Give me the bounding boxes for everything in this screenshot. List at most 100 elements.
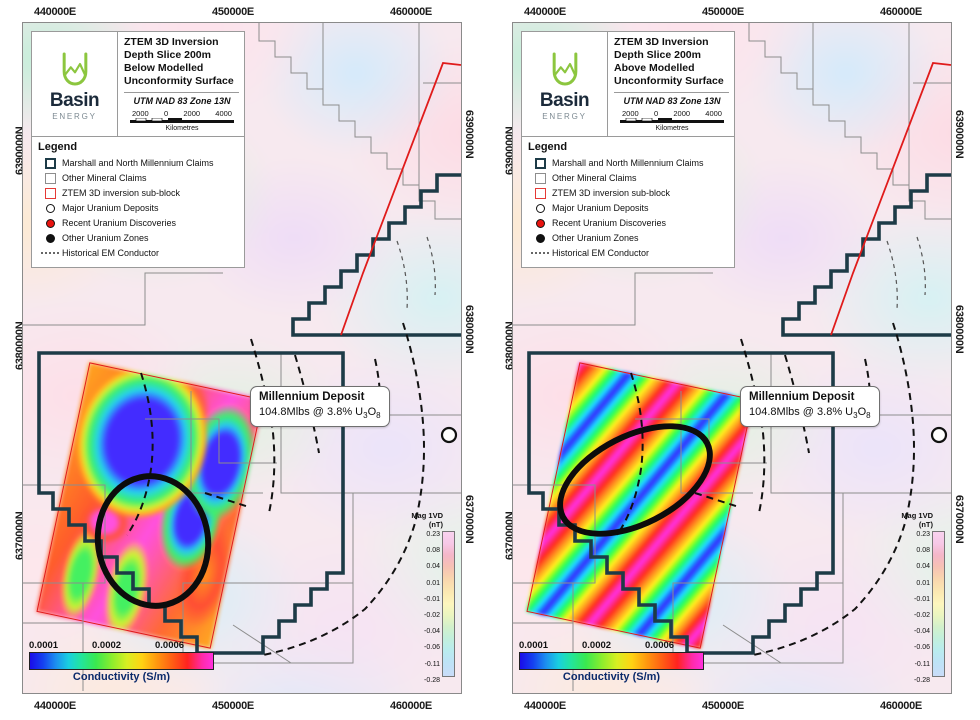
mag-tick-8-r: -0.11 — [914, 660, 930, 668]
brand-name-right: Basin — [539, 89, 590, 111]
legend-item-marshall-claims-right[interactable]: Marshall and North Millennium Claims — [528, 156, 728, 171]
scale-unit-right: Kilometres — [655, 124, 689, 132]
navy-square-outline-icon-right — [528, 157, 552, 169]
mag-tick-2-r: 0.04 — [916, 563, 930, 571]
conductivity-colorbar-label-right: Conductivity (S/m) — [562, 671, 661, 683]
legend-item-marshall-claims[interactable]: Marshall and North Millennium Claims — [38, 156, 238, 171]
mag-tick-0: 0.23 — [426, 531, 440, 538]
datum-label-left: UTM NAD 83 Zone 13N — [133, 95, 231, 106]
legend-heading-left: Legend — [38, 140, 78, 153]
scale-tick-2-r: 0 — [653, 108, 659, 118]
legend-label-1: Other Mineral Claims — [62, 173, 147, 183]
map-canvas-right[interactable]: Basin ENERGY ZTEM 3D Inversion Depth Sli… — [512, 22, 952, 694]
black-filled-circle-icon — [38, 233, 62, 243]
red-square-outline-icon-right — [528, 187, 552, 199]
mag-tick-7-r: -0.06 — [914, 644, 930, 652]
navy-square-outline-icon — [38, 157, 62, 169]
legend-label-4: Recent Uranium Discoveries — [62, 218, 177, 228]
legend-label-6: Historical EM Conductor — [62, 248, 160, 258]
legend-item-other-claims-right[interactable]: Other Mineral Claims — [528, 171, 728, 186]
mag1vd-gradient-strip — [442, 531, 455, 677]
axis-x-label-top-1: 440000E — [34, 6, 76, 18]
mag1vd-colorbar-right: Mag 1VD (nT) 0.23 0.08 0.04 0.01 -0.01 -… — [895, 511, 947, 684]
mag-title-line1-left: Mag 1VD — [411, 511, 443, 520]
callout-title-left: Millennium Deposit — [259, 391, 365, 403]
mag-tick-4-r: -0.01 — [914, 595, 930, 603]
legend-item-subblock-right[interactable]: ZTEM 3D inversion sub-block — [528, 186, 728, 201]
mag-tick-2: 0.04 — [426, 563, 440, 571]
mag-tick-3: 0.01 — [426, 579, 440, 587]
legend-label-2-r: ZTEM 3D inversion sub-block — [552, 188, 671, 198]
scale-unit-left: Kilometres — [165, 124, 199, 132]
major-uranium-deposit-marker — [440, 426, 458, 444]
brand-logo-right: Basin ENERGY — [522, 32, 608, 136]
basin-mountain-logo-icon — [62, 52, 87, 86]
open-circle-icon-right — [528, 203, 552, 213]
legend-heading-right: Legend — [528, 140, 568, 153]
map-panel-right: 440000E 450000E 460000E 440000E 450000E … — [490, 0, 980, 720]
legend-label-0: Marshall and North Millennium Claims — [62, 158, 214, 168]
axis-x-label-top-2: 450000E — [212, 6, 254, 18]
axis-x-label-top-3-r: 460000E — [880, 6, 922, 18]
mag-tick-6: -0.04 — [424, 628, 440, 636]
cond-tick-2: 0.0002 — [92, 640, 122, 651]
brand-tagline-right: ENERGY — [542, 111, 587, 121]
scale-tick-3: 2000 — [183, 108, 201, 118]
axis-y-label-right-2: 6380000N — [463, 305, 475, 354]
legend-item-major-deposits[interactable]: Major Uranium Deposits — [38, 201, 238, 216]
legend-item-other-zones[interactable]: Other Uranium Zones — [38, 231, 238, 246]
map-info-block-left: Basin ENERGY ZTEM 3D Inversion Depth Sli… — [31, 31, 245, 268]
red-filled-circle-icon-right — [528, 218, 552, 228]
scale-tick-4: 4000 — [215, 108, 232, 118]
mag-tick-6-r: -0.04 — [914, 628, 930, 636]
axis-x-label-top-1-r: 440000E — [524, 6, 566, 18]
brand-logo-left: Basin ENERGY — [32, 32, 118, 136]
axis-x-label-bottom-2-r: 450000E — [702, 700, 744, 712]
legend-label-5: Other Uranium Zones — [62, 233, 149, 243]
mag-tick-0-r: 0.23 — [916, 531, 930, 538]
map-title-right: ZTEM 3D Inversion Depth Slice 200m Above… — [614, 36, 724, 88]
map-canvas-left[interactable]: Basin ENERGY ZTEM 3D Inversion Depth Sli… — [22, 22, 462, 694]
scale-bar-icon-right — [620, 117, 724, 123]
axis-x-label-bottom-1: 440000E — [34, 700, 76, 712]
cond-tick-2-r: 0.0002 — [582, 640, 612, 651]
scale-tick-3-r: 2000 — [673, 108, 691, 118]
legend-item-major-deposits-right[interactable]: Major Uranium Deposits — [528, 201, 728, 216]
millennium-deposit-callout-left[interactable]: Millennium Deposit 104.8Mlbs @ 3.8% U3O8 — [250, 386, 390, 427]
conductivity-colorbar-label-left: Conductivity (S/m) — [72, 671, 171, 683]
mag-tick-5: -0.02 — [424, 611, 440, 619]
mag-tick-1: 0.08 — [426, 547, 440, 555]
legend-label-0-r: Marshall and North Millennium Claims — [552, 158, 704, 168]
legend-item-recent-discoveries[interactable]: Recent Uranium Discoveries — [38, 216, 238, 231]
mag1vd-colorbar-left: Mag 1VD (nT) 0.23 0.08 0.04 0.01 -0.01 -… — [405, 511, 457, 684]
cond-tick-1-r: 0.0001 — [519, 640, 549, 651]
scale-tick-2: 0 — [163, 108, 169, 118]
millennium-deposit-callout-right[interactable]: Millennium Deposit 104.8Mlbs @ 3.8% U3O8 — [740, 386, 880, 427]
legend-item-em-conductor-right[interactable]: Historical EM Conductor — [528, 246, 728, 261]
legend-item-em-conductor[interactable]: Historical EM Conductor — [38, 246, 238, 261]
dashed-line-icon-right — [528, 251, 552, 255]
black-filled-circle-icon-right — [528, 233, 552, 243]
red-square-outline-icon — [38, 187, 62, 199]
callout-detail-right: 104.8Mlbs @ 3.8% U3O8 — [749, 406, 871, 421]
axis-y-label-right-3: 6370000N — [463, 495, 475, 544]
mag-title-line2-left: (nT) — [428, 520, 443, 529]
legend-item-other-claims[interactable]: Other Mineral Claims — [38, 171, 238, 186]
grey-square-outline-icon — [38, 172, 62, 184]
brand-tagline-left: ENERGY — [52, 111, 97, 121]
legend-label-6-r: Historical EM Conductor — [552, 248, 650, 258]
mag-tick-9: -0.28 — [424, 676, 440, 684]
conductivity-gradient-strip — [29, 652, 214, 670]
legend-item-subblock[interactable]: ZTEM 3D inversion sub-block — [38, 186, 238, 201]
mag-tick-7: -0.06 — [424, 644, 440, 652]
callout-detail-left: 104.8Mlbs @ 3.8% U3O8 — [259, 406, 381, 421]
legend-item-recent-discoveries-right[interactable]: Recent Uranium Discoveries — [528, 216, 728, 231]
conductivity-colorbar-right: 0.0001 0.0002 0.0006 Conductivity (S/m) — [519, 640, 708, 683]
mag-tick-1-r: 0.08 — [916, 547, 930, 555]
axis-x-label-bottom-3-r: 460000E — [880, 700, 922, 712]
legend-label-3: Major Uranium Deposits — [62, 203, 159, 213]
map-panel-left: 440000E 450000E 460000E 440000E 450000E … — [14, 6, 475, 712]
axis-x-label-bottom-2: 450000E — [212, 700, 254, 712]
legend-item-other-zones-right[interactable]: Other Uranium Zones — [528, 231, 728, 246]
